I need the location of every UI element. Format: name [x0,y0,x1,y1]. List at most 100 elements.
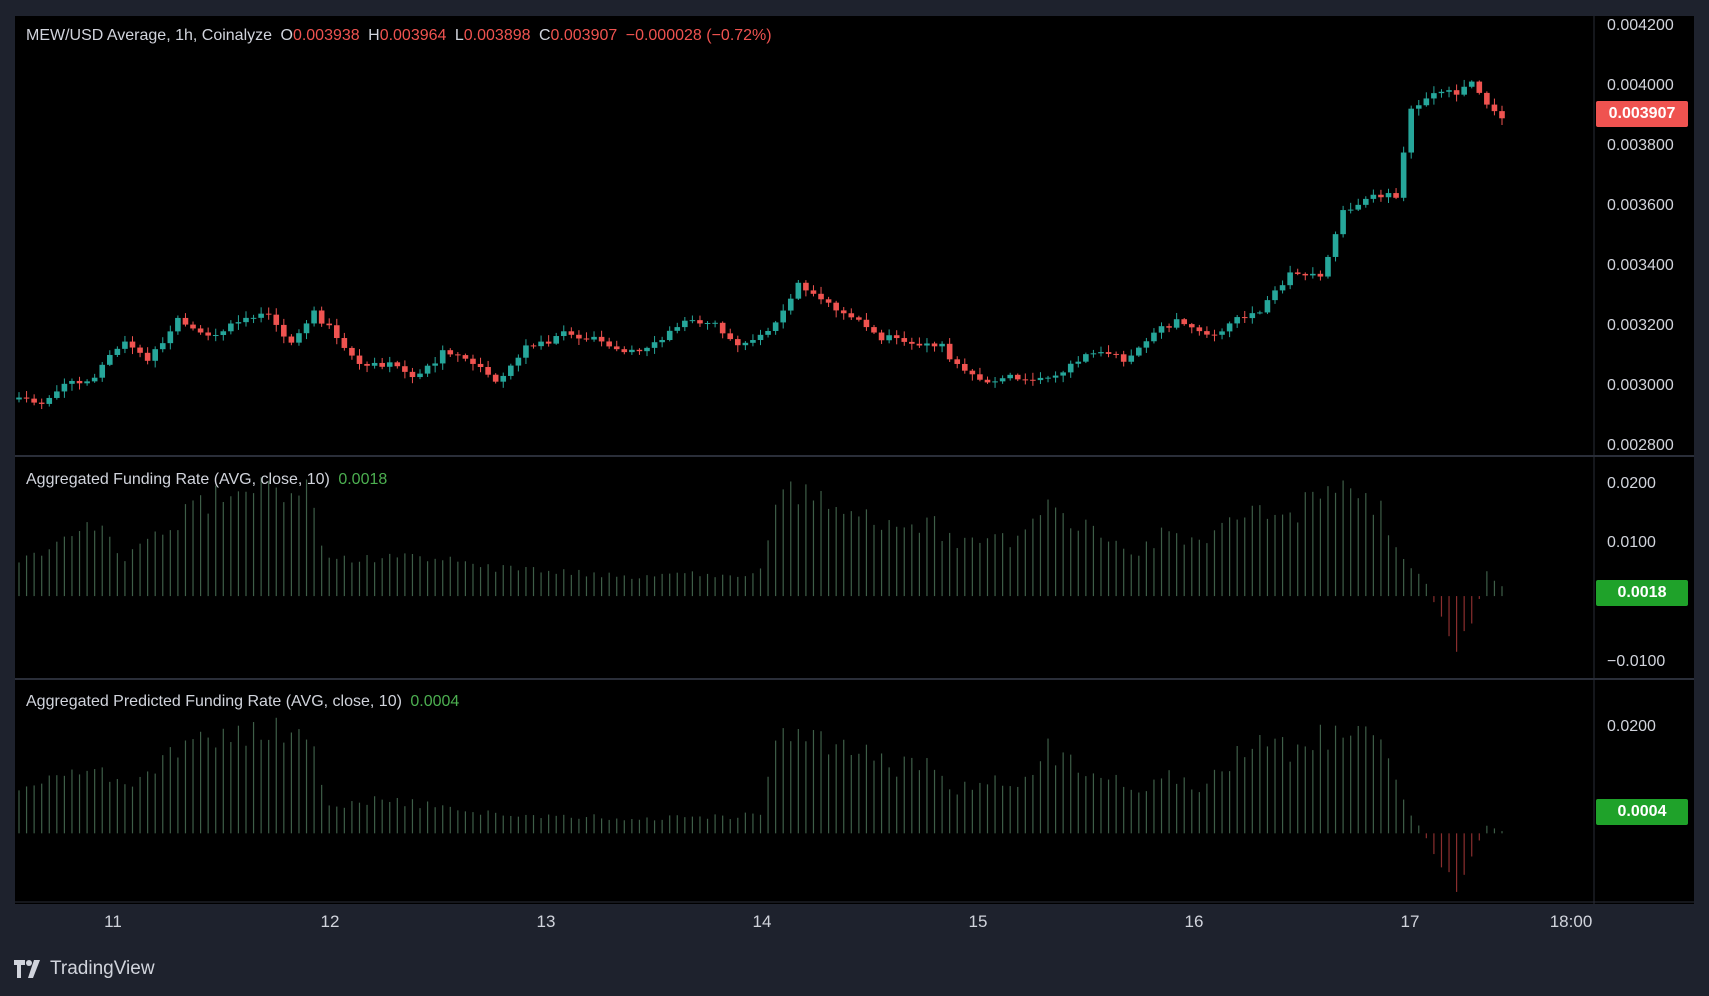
candle-body [455,354,461,356]
candle-body [364,363,370,366]
candle-body [197,328,204,333]
candle-body [167,331,174,344]
candle-body [931,343,938,347]
candle-body [129,341,136,348]
candle-body [122,341,128,349]
candle-body [621,349,628,353]
candle-body [205,332,211,336]
candle-body [1022,379,1029,381]
candle-body [946,343,953,360]
candle-body [341,338,348,348]
funding-tick: −0.0100 [1607,653,1666,670]
candle-body [1181,319,1188,325]
candle-body [1476,81,1483,93]
candle-body [31,398,37,403]
price-tick: 0.004000 [1607,77,1674,94]
candle-body [765,330,771,335]
candle-body [1143,341,1150,348]
candle-body [742,342,749,346]
candle-body [424,365,431,374]
candle-body [1446,90,1452,92]
candle-body [1272,290,1278,301]
candle-body [1415,105,1422,109]
predicted-value: 0.0004 [410,693,460,710]
candle-body [409,371,416,378]
candle-body [1393,193,1399,198]
candle-body [492,374,499,382]
candle-body [1166,326,1172,328]
time-tick: 12 [320,912,340,931]
candle-body [863,319,870,328]
open-label: O [280,27,293,44]
candle-body [1347,209,1354,211]
predicted-title: Aggregated Predicted Funding Rate (AVG, … [26,693,402,710]
candle-body [878,332,885,341]
candle-body [1113,353,1119,355]
candle-body [326,323,333,326]
candle-body [1060,372,1066,376]
candle-body [871,327,877,333]
change-value: −0.000028 (−0.72%) [625,27,772,44]
candle-body [84,381,90,384]
candle-body [916,343,923,346]
candle-body [719,322,726,334]
candle-body [1317,273,1324,277]
candle-body [598,336,605,342]
candle-body [818,293,824,300]
candle-body [371,362,378,366]
candle-body [1105,352,1112,354]
candle-body [500,375,507,382]
candle-body [1287,272,1293,286]
candle-body [281,324,287,337]
low-value: 0.003898 [463,27,531,44]
candle-body [1196,327,1203,332]
candle-body [1052,375,1059,378]
candle-body [1370,194,1377,199]
candle-body [1090,353,1097,355]
open-value: 0.003938 [292,27,360,44]
candle-body [349,347,355,356]
candle-body [1204,331,1210,335]
candle-body [235,322,242,324]
candle-body [1484,92,1490,105]
symbol-line: MEW/USD Average, 1h, Coinalyze [26,27,273,44]
candle-body [106,354,113,365]
time-tick: 14 [752,912,772,931]
close-label: C [538,27,551,44]
candle-body [243,317,249,323]
candlestick-series [16,79,1505,410]
candle-body [810,290,817,294]
high-value: 0.003964 [379,27,447,44]
candle-body [144,352,151,361]
candle-body [1325,256,1331,277]
candle-body [848,313,855,318]
candle-body [333,325,340,339]
candle-body [1045,377,1051,379]
candle-body [901,338,908,342]
candle-body [1098,352,1104,354]
candle-body [54,391,60,398]
candle-body [644,347,650,352]
candle-body [735,339,741,346]
candle-body [780,310,786,323]
tradingview-brand[interactable]: TradingView [14,958,155,980]
high-label: H [368,27,380,44]
candle-body [629,349,635,353]
candle-body [379,362,385,367]
last-price-tag: 0.003907 [1596,101,1688,127]
candle-body [1378,194,1384,198]
candle-body [606,341,612,347]
funding-rate-histogram [18,477,1503,652]
candle-body [265,313,272,315]
candle-body [190,324,196,329]
price-tick: 0.003800 [1607,137,1674,154]
candle-body [16,397,22,400]
funding-value: 0.0018 [338,471,388,488]
candle-body [545,341,552,344]
candle-body [909,341,915,344]
candle-body [666,330,673,341]
candle-body [439,350,446,364]
candle-body [939,343,945,347]
